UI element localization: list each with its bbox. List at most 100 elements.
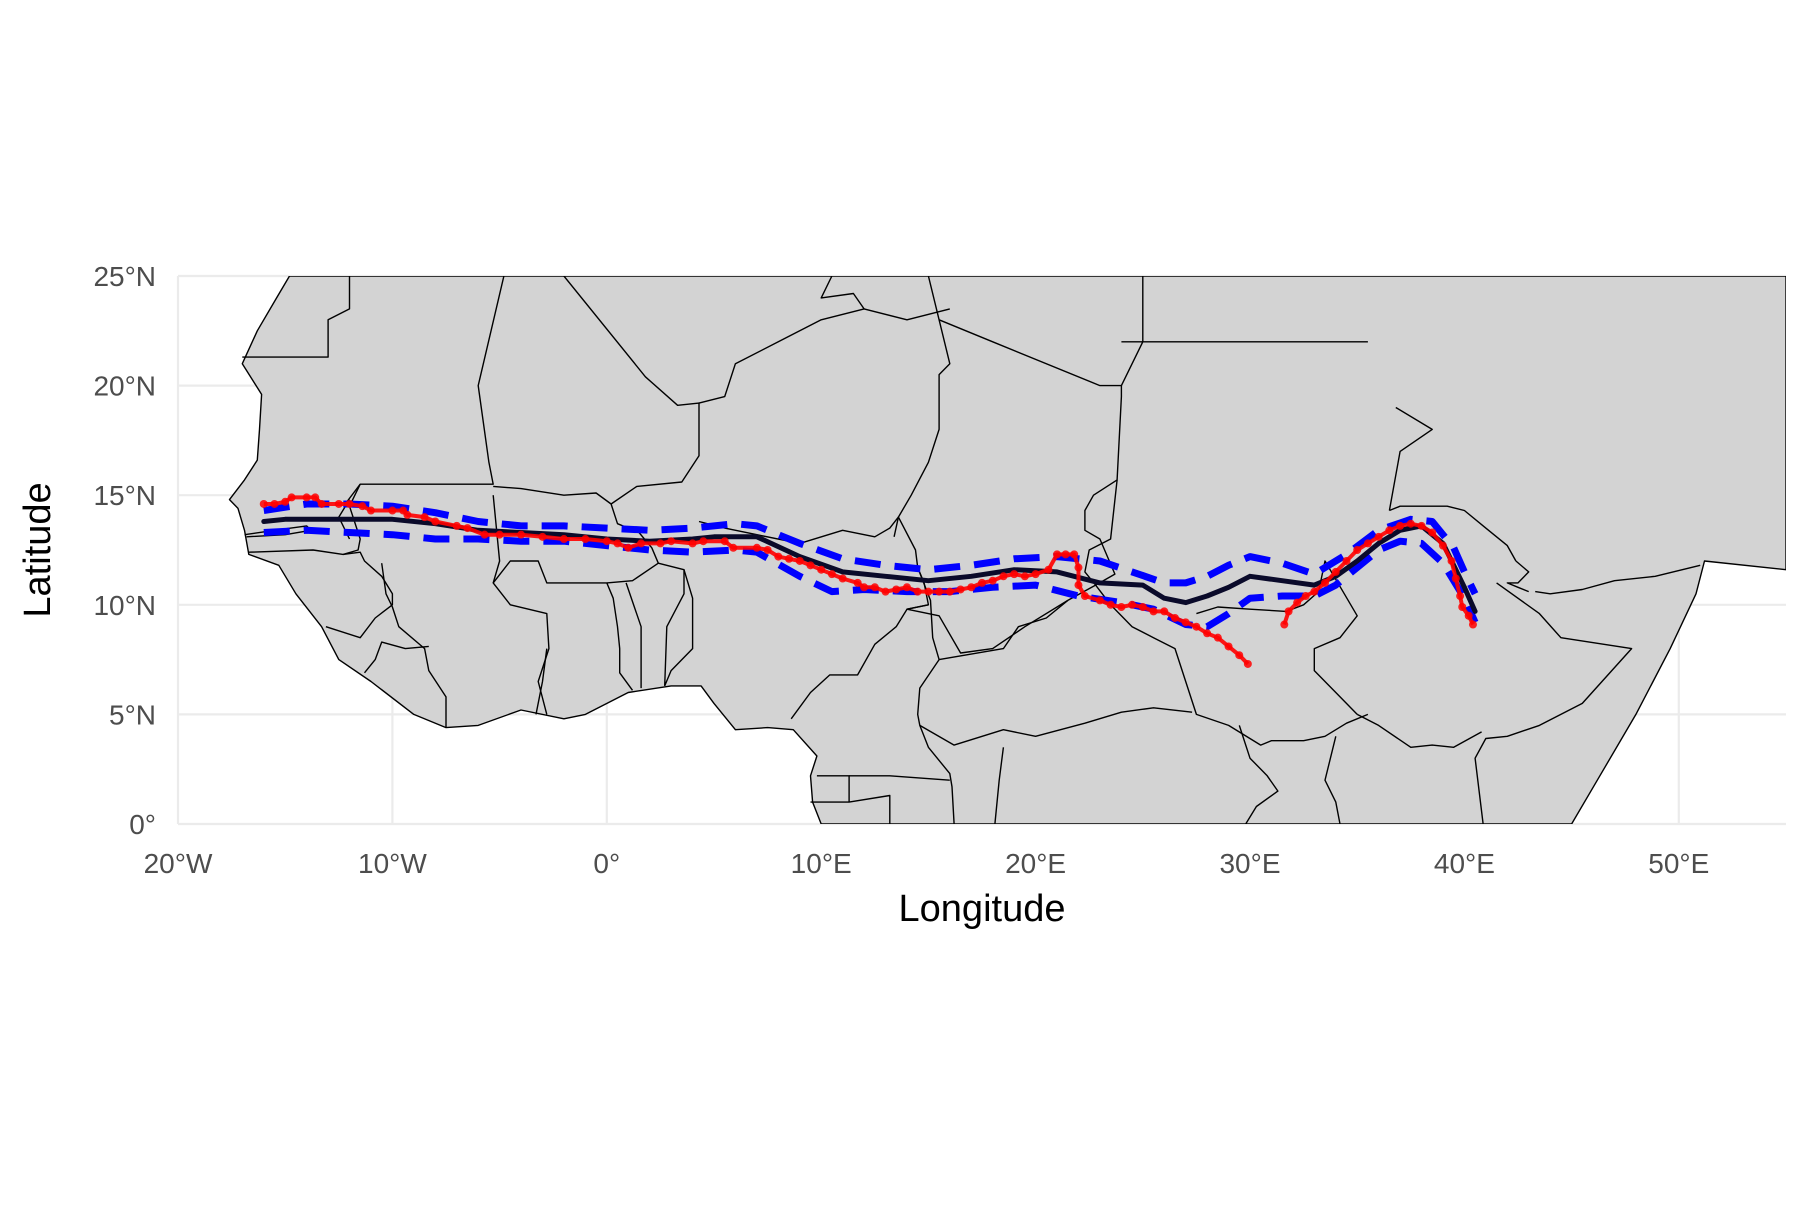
y-axis-title: Latitude [17,482,59,617]
band-upper-line [263,500,1479,596]
x-tick-label: 30°E [1219,848,1280,879]
country-border [816,775,850,803]
track-point [420,513,429,522]
country-border [994,747,1005,824]
x-tick-label: 40°E [1434,848,1495,879]
track-point [431,517,440,526]
x-axis-title: Longitude [899,888,1066,930]
track-point [838,574,847,583]
y-tick-label: 20°N [93,371,156,402]
track-point [1074,563,1083,572]
track-point [559,535,568,544]
country-border [492,485,659,584]
track-point [1363,539,1372,548]
track-point [480,530,489,539]
country-border [664,569,694,687]
track-point [1095,596,1104,605]
x-tick-label: 0° [593,848,620,879]
x-tick-label: 10°W [358,848,427,879]
track-point [1331,567,1340,576]
country-border [606,582,634,691]
country-border [658,562,685,686]
track-point [774,552,783,561]
track-point [345,499,354,508]
track-point [881,587,890,596]
country-border [242,276,351,358]
track-point [302,493,311,502]
track-point [1447,556,1456,565]
tick-labels: 20°W 10°W 0° 10°E 20°E 30°E 40°E 50°E 0° 5°N 10°N 1… [93,261,1709,879]
country-border [1095,584,1369,746]
country-border [563,276,700,505]
track-point [287,493,296,502]
y-tick-label: 25°N [93,261,156,292]
country-border [1535,564,1701,595]
band-lower-line [263,526,1479,631]
track-point [1406,519,1415,528]
country-border [492,495,550,715]
track-point [978,578,986,587]
country-border [1474,582,1633,824]
track-point [924,587,933,596]
track-point [1310,587,1319,596]
x-tick-label: 20°E [1005,848,1066,879]
track-point [358,502,367,511]
track-point [935,587,944,596]
track-point [1374,532,1383,541]
track-point [1020,572,1029,581]
track-point [1044,565,1053,574]
track-point [463,524,472,533]
track-point [870,583,879,592]
track-point [667,537,676,546]
country-border [535,648,548,715]
country-border [625,582,642,689]
track-point [752,543,761,552]
land-mass [228,276,1786,824]
track-point [967,583,976,592]
track-point [827,570,836,579]
track-point [1456,592,1465,601]
track-point [366,506,375,515]
track-point [1224,642,1233,651]
country-border [849,775,950,781]
track-point [999,572,1008,581]
track-point [1321,578,1330,587]
y-tick-label: 5°N [109,699,156,730]
country-border [1324,736,1341,824]
country-border [917,567,955,824]
track-point [1280,620,1289,629]
track-point [1117,602,1126,611]
country-border [1084,479,1118,586]
track-point [699,537,708,546]
land-layer [228,276,1786,824]
country-border [790,516,930,720]
track-point [688,539,697,548]
track-point [1053,550,1062,559]
country-border [1238,725,1279,824]
country-border [325,551,394,639]
track-point [1138,602,1147,611]
track-point [1396,521,1405,530]
country-border [1389,505,1517,562]
y-tick-label: 0° [129,809,156,840]
track-point [1342,556,1351,565]
track-point [1170,613,1179,622]
track-point [259,499,268,508]
country-border [1388,406,1433,511]
track-point [624,543,633,552]
track-point [729,543,738,552]
track-point [806,561,815,570]
track-point [785,554,794,563]
country-border [820,276,865,310]
country-border [698,516,899,545]
track-point [637,539,646,548]
track-point [656,539,665,548]
track-point [1181,618,1190,627]
track-point [853,578,862,587]
track-point [1458,602,1467,611]
track-point [892,585,901,594]
track-point [902,583,911,592]
country-border [698,308,950,404]
track-point [720,537,729,546]
